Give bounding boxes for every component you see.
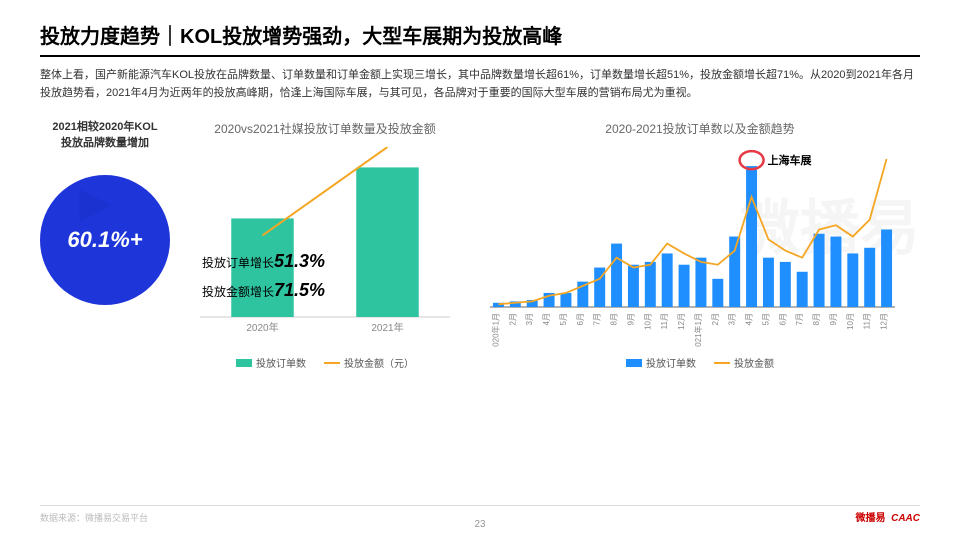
- right-chart-title: 2020-2021投放订单数以及金额趋势: [480, 120, 920, 137]
- svg-text:4月: 4月: [542, 313, 551, 325]
- svg-text:7月: 7月: [795, 313, 804, 325]
- mid-chart-panel: 2020vs2021社媒投放订单数量及投放金额 2020年 2021年 投放订单增…: [190, 120, 460, 370]
- svg-text:6月: 6月: [576, 313, 585, 325]
- svg-text:12月: 12月: [880, 313, 889, 330]
- svg-text:11月: 11月: [863, 313, 872, 329]
- left-panel-title: 2021相较2020年KOL 投放品牌数量增加: [40, 120, 170, 151]
- footer-logos: 微播易 CAAC: [856, 509, 920, 524]
- right-chart: 2020年1月 2月 3月 4月 5月 6月 7月 8月 9月 10月 11月 12月 2021年1月 2…: [480, 147, 920, 347]
- mid-legend: 投放订单数 投放金额（元）: [190, 355, 460, 370]
- svg-text:6月: 6月: [778, 313, 787, 325]
- data-source: 数据来源：微播易交易平台: [40, 511, 148, 524]
- mid-chart-title: 2020vs2021社媒投放订单数量及投放金额: [190, 120, 460, 137]
- svg-text:2020年1月: 2020年1月: [490, 313, 500, 347]
- svg-text:5月: 5月: [761, 313, 770, 325]
- svg-text:12月: 12月: [677, 313, 686, 330]
- mid-overlay-text: 投放订单增长51.3% 投放金额增长71.5%: [202, 247, 325, 305]
- svg-text:8月: 8月: [610, 313, 619, 325]
- left-panel: 2021相较2020年KOL 投放品牌数量增加 60.1%+: [40, 120, 170, 370]
- description-text: 整体上看，国产新能源汽车KOL投放在品牌数量、订单数量和订单金额上实现三增长，其…: [40, 67, 920, 102]
- svg-text:3月: 3月: [525, 313, 534, 325]
- svg-text:2月: 2月: [711, 313, 720, 325]
- svg-text:9月: 9月: [829, 313, 838, 325]
- svg-text:9月: 9月: [626, 313, 635, 325]
- right-legend: 投放订单数 投放金额: [480, 355, 920, 370]
- page-number: 23: [474, 519, 485, 530]
- svg-text:10月: 10月: [643, 313, 652, 330]
- svg-text:2021年: 2021年: [371, 321, 403, 334]
- svg-text:11月: 11月: [660, 313, 669, 329]
- charts-row: 2021相较2020年KOL 投放品牌数量增加 60.1%+ 2020vs202…: [40, 120, 920, 370]
- svg-text:2021年1月: 2021年1月: [693, 313, 703, 347]
- svg-text:2020年: 2020年: [246, 321, 278, 334]
- svg-text:4月: 4月: [745, 313, 754, 325]
- svg-text:7月: 7月: [593, 313, 602, 325]
- svg-text:5月: 5月: [559, 313, 568, 325]
- right-chart-panel: 2020-2021投放订单数以及金额趋势 2020年1月 2月 3月 4月 5月 6月 7月…: [480, 120, 920, 370]
- svg-text:3月: 3月: [728, 313, 737, 325]
- svg-text:8月: 8月: [812, 313, 821, 325]
- svg-text:2月: 2月: [508, 313, 517, 325]
- title-underline: [40, 55, 920, 57]
- percent-circle: 60.1%+: [40, 175, 170, 305]
- page-title: 投放力度趋势｜KOL投放增势强劲，大型车展期为投放高峰: [40, 20, 920, 49]
- percent-value: 60.1%+: [67, 227, 142, 253]
- shanghai-annotation: 上海车展: [768, 152, 812, 168]
- svg-text:10月: 10月: [846, 313, 855, 330]
- mid-chart: 2020年 2021年 投放订单增长51.3% 投放金额增长71.5%: [190, 147, 460, 347]
- title-section: 投放力度趋势｜KOL投放增势强劲，大型车展期为投放高峰: [40, 20, 920, 57]
